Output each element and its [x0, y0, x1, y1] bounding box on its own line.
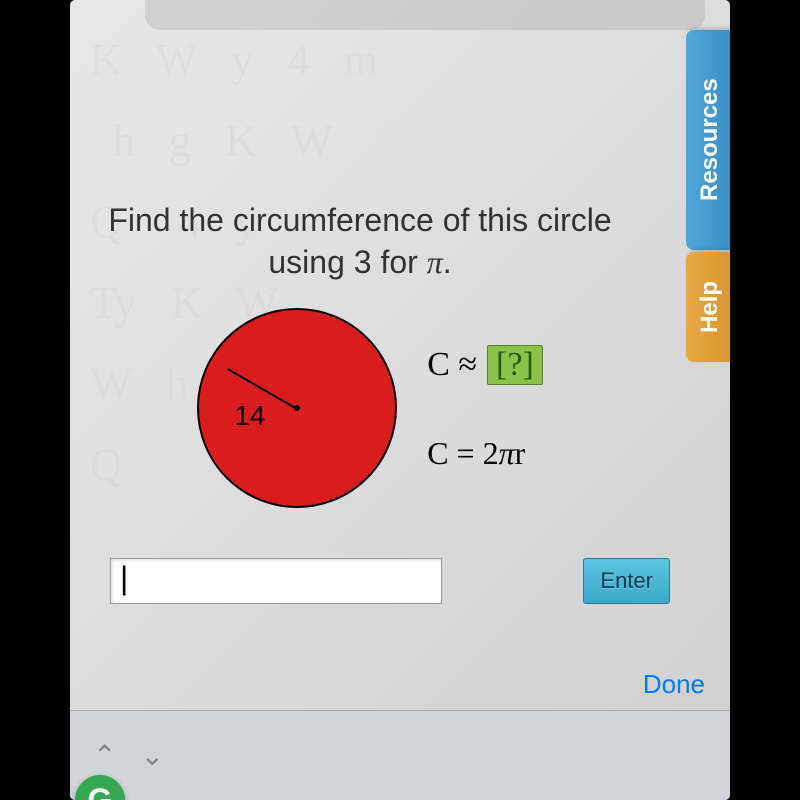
red-circle: 14 [197, 308, 397, 508]
chevron-down-icon[interactable]: ⌄ [132, 734, 171, 777]
problem-row: 14 C ≈ [?] C = 2πr [90, 308, 650, 508]
question-line2-suffix: . [443, 244, 452, 280]
content-area: Find the circumference of this circle us… [70, 0, 730, 800]
radius-label: 14 [234, 400, 265, 432]
input-row: | Enter [110, 558, 670, 604]
pi-symbol: π [427, 244, 443, 280]
question-line2-prefix: using 3 for [268, 244, 426, 280]
side-tabs: Resources Help [686, 30, 730, 362]
grammarly-badge-icon[interactable]: G [75, 775, 125, 800]
circle-diagram: 14 [197, 308, 397, 508]
done-button[interactable]: Done [643, 669, 705, 700]
answer-input[interactable] [110, 558, 442, 604]
keyboard-accessory-bar: ⌃ ⌄ G It The [70, 710, 730, 800]
help-tab[interactable]: Help [686, 252, 730, 362]
chevron-up-icon[interactable]: ⌃ [85, 734, 124, 777]
formula-hint: C = 2πr [427, 435, 543, 472]
circle-center-icon [294, 405, 300, 411]
answer-formula: C ≈ [?] [427, 345, 543, 385]
resources-tab[interactable]: Resources [686, 30, 730, 250]
enter-button[interactable]: Enter [583, 558, 670, 604]
text-cursor-icon: | [120, 560, 128, 597]
app-screen: K W y 4 m h g K W Q 4 y Ty K W W h Q Res… [70, 0, 730, 800]
answer-prefix: C ≈ [427, 346, 477, 384]
formula-column: C ≈ [?] C = 2πr [427, 345, 543, 472]
question-text: Find the circumference of this circle us… [90, 200, 630, 283]
answer-placeholder-box[interactable]: [?] [487, 345, 543, 385]
question-line1: Find the circumference of this circle [108, 202, 611, 238]
